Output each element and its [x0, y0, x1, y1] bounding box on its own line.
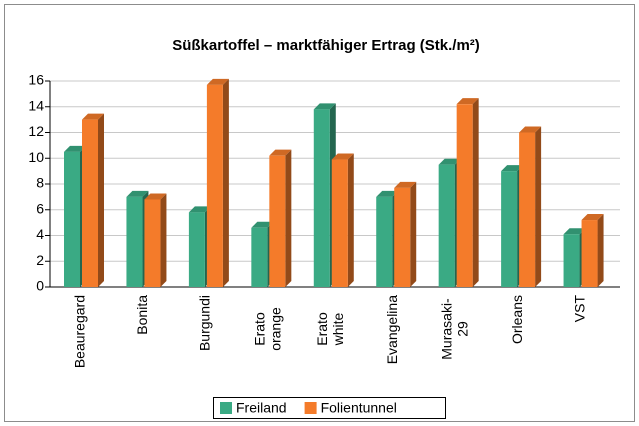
bar-top: [394, 181, 417, 188]
bar-top: [581, 214, 604, 221]
bar-top: [331, 153, 354, 160]
bar-top: [82, 113, 104, 120]
bar-top: [188, 206, 211, 213]
y-tick-label: 12: [28, 123, 44, 139]
bar-side: [98, 113, 104, 287]
bar-side: [597, 214, 604, 287]
bar-top: [313, 103, 336, 110]
bar-side: [347, 153, 354, 287]
legend-swatch: [304, 402, 317, 414]
y-tick-label: 0: [36, 278, 44, 294]
y-tick-label: 10: [28, 149, 44, 165]
bar-side: [472, 98, 479, 287]
y-tick-label: 14: [28, 97, 44, 113]
bar: [501, 171, 518, 287]
bar: [394, 187, 411, 287]
bar: [563, 234, 580, 287]
bar-side: [222, 78, 229, 287]
bar-side: [410, 181, 417, 287]
legend-box: [213, 397, 446, 419]
bar: [144, 199, 161, 287]
bar: [64, 151, 80, 287]
bar-side: [285, 149, 292, 287]
bar-top: [501, 165, 524, 172]
y-tick-label: 2: [36, 252, 44, 268]
chart-title: Süßkartoffel – marktfähiger Ertrag (Stk.…: [172, 37, 480, 54]
bar: [519, 132, 536, 287]
x-tick-label: Burgundi: [197, 295, 213, 351]
bar: [376, 196, 393, 287]
bar-top: [376, 190, 399, 197]
bar: [82, 119, 98, 287]
bar-top: [64, 145, 86, 152]
bar: [438, 164, 455, 287]
bar: [251, 227, 268, 287]
legend-label: Folientunnel: [321, 400, 397, 416]
bar-top: [438, 158, 461, 165]
bar-side: [535, 126, 542, 287]
x-tick-label: Eratoorange: [251, 307, 283, 351]
legend-label: Freiland: [236, 400, 287, 416]
bar: [331, 159, 348, 287]
bar-top: [126, 190, 149, 197]
bar: [126, 196, 143, 287]
bar: [269, 155, 286, 287]
x-tick-label: Orleans: [509, 295, 525, 344]
bar-top: [456, 98, 479, 105]
bar-top: [144, 193, 167, 200]
bar-top: [251, 221, 274, 228]
x-tick-label: Bonita: [134, 295, 150, 335]
x-tick-label: Eratowhite: [313, 312, 345, 346]
bar-top: [206, 78, 229, 85]
y-tick-label: 4: [36, 226, 44, 242]
y-tick-label: 16: [28, 72, 44, 88]
bar: [456, 104, 473, 287]
bar-side: [160, 193, 167, 287]
legend-swatch: [220, 402, 232, 414]
bar: [581, 220, 598, 287]
bar-top: [519, 126, 542, 133]
y-tick-label: 6: [36, 200, 44, 216]
y-tick-label: 8: [36, 175, 44, 191]
bar: [206, 84, 223, 287]
x-tick-label: VST: [571, 295, 587, 323]
bar-top: [563, 228, 586, 235]
x-tick-label: Evangelina: [384, 295, 400, 364]
x-tick-label: Beauregard: [72, 295, 88, 368]
bar: [188, 212, 205, 287]
bar-top: [269, 149, 292, 156]
bar: [313, 109, 330, 287]
x-tick-label: Murasaki-29: [438, 298, 470, 360]
